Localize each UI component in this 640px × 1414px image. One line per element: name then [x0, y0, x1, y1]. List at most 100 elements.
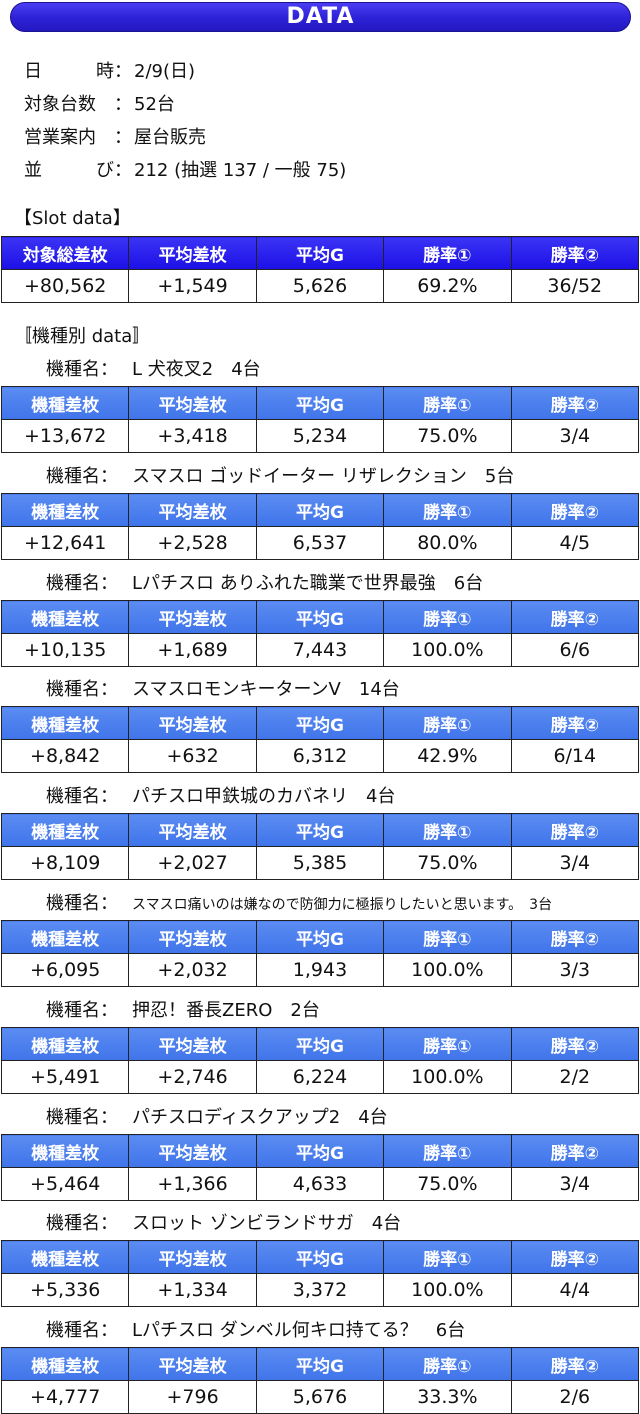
table-cell: +5,336 [0, 1273, 130, 1307]
table-cell: 75.0% [383, 419, 512, 453]
model-name-value: Lパチスロ ありふれた職業で世界最強 6台 [132, 573, 484, 594]
header-cell: 平均G [255, 1347, 385, 1381]
header-cell: 勝率② [510, 1240, 640, 1274]
model-data-table: 機種差枚 平均差枚 平均G 勝率① 勝率② +5,464 +1,366 4,633 75.0% 3… [0, 1134, 640, 1201]
table-cell: 5,385 [255, 846, 385, 880]
table-cell: 42.9% [383, 739, 512, 773]
table-cell: +5,464 [0, 1167, 130, 1201]
table-cell: +8,842 [0, 739, 130, 773]
model-name-label: 機種名： [46, 679, 118, 700]
table-header-row: 機種差枚 平均差枚 平均G 勝率① 勝率② [0, 1134, 640, 1168]
model-name-value: 押忍！番長ZERO 2台 [132, 1000, 320, 1021]
table-cell: 6/14 [510, 739, 640, 773]
slot-data-heading: 【Slot data】 [14, 208, 131, 229]
table-cell: +5,491 [0, 1060, 130, 1094]
table-cell: +2,032 [128, 953, 257, 987]
header-cell: 勝率① [383, 493, 512, 527]
header-cell: 機種差枚 [0, 706, 130, 740]
table-cell: +12,641 [0, 526, 130, 560]
table-cell: +1,334 [128, 1273, 257, 1307]
model-data-table: 機種差枚 平均差枚 平均G 勝率① 勝率② +8,842 +632 6,312 42.9% 6/1… [0, 706, 640, 773]
header-cell: 勝率② [510, 706, 640, 740]
model-name-value: スマスロ ゴッドイーター リザレクション 5台 [132, 466, 515, 487]
info-value: 屋台販売 [134, 127, 206, 148]
table-cell: +10,135 [0, 633, 130, 667]
header-cell: 平均差枚 [128, 813, 257, 847]
table-cell: +13,672 [0, 419, 130, 453]
header-cell: 平均G [255, 920, 385, 954]
header-cell: 機種差枚 [0, 1240, 130, 1274]
info-label: 日 [24, 61, 42, 82]
table-cell: +3,418 [128, 419, 257, 453]
model-name-value: スロット ゾンビランドサガ 4台 [132, 1213, 402, 1234]
slot-data-table: 対象総差枚 平均差枚 平均G 勝率① 勝率② +80,562 +1,549 5,… [0, 236, 640, 303]
table-row: +5,336 +1,334 3,372 100.0% 4/4 [0, 1273, 640, 1307]
header-cell: 勝率② [510, 1027, 640, 1061]
table-cell: +4,777 [0, 1380, 130, 1414]
model-name-label: 機種名： [46, 1000, 118, 1021]
table-row: +5,491 +2,746 6,224 100.0% 2/2 [0, 1060, 640, 1094]
model-name-label: 機種名： [46, 1213, 118, 1234]
table-cell: 3/4 [510, 419, 640, 453]
header-cell: 勝率① [383, 236, 512, 270]
table-cell: 2/6 [510, 1380, 640, 1414]
model-name-label: 機種名： [46, 893, 118, 914]
table-row: +6,095 +2,032 1,943 100.0% 3/3 [0, 953, 640, 987]
table-cell: 2/2 [510, 1060, 640, 1094]
header-cell: 勝率② [510, 813, 640, 847]
header-cell: 平均差枚 [128, 706, 257, 740]
header-cell: 勝率② [510, 1347, 640, 1381]
header-cell: 平均差枚 [128, 1240, 257, 1274]
table-row: +8,109 +2,027 5,385 75.0% 3/4 [0, 846, 640, 880]
model-data-table: 機種差枚 平均差枚 平均G 勝率① 勝率② +4,777 +796 5,676 33.3% 2/6 [0, 1347, 640, 1414]
model-name-value: スマスロ痛いのは嫌なので防御力に極振りしたいと思います。 3台 [132, 897, 553, 913]
info-label: び： [96, 160, 132, 181]
model-name-label: 機種名： [46, 1107, 118, 1128]
table-cell: 36/52 [510, 269, 640, 303]
header-cell: 平均G [255, 493, 385, 527]
table-header-row: 機種差枚 平均差枚 平均G 勝率① 勝率② [0, 600, 640, 634]
model-name: 機種名： スマスロモンキーターンV 14台 [46, 675, 400, 701]
header-cell: 平均差枚 [128, 600, 257, 634]
table-cell: 5,626 [255, 269, 385, 303]
header-cell: 平均G [255, 236, 385, 270]
model-name: 機種名： Lパチスロ ダンベル何キロ持てる？ 6台 [46, 1316, 465, 1342]
model-name: 機種名： Lパチスロ ありふれた職業で世界最強 6台 [46, 569, 483, 595]
table-cell: 33.3% [383, 1380, 512, 1414]
model-name: 機種名： パチスロ甲鉄城のカバネリ 4台 [46, 782, 395, 808]
table-cell: 6,537 [255, 526, 385, 560]
model-name: 機種名： スマスロ ゴッドイーター リザレクション 5台 [46, 462, 514, 488]
header-cell: 勝率② [510, 386, 640, 420]
model-name-label: 機種名： [46, 786, 118, 807]
table-cell: 3/4 [510, 846, 640, 880]
table-cell: 100.0% [383, 953, 512, 987]
header-cell: 平均G [255, 813, 385, 847]
model-name: 機種名： スロット ゾンビランドサガ 4台 [46, 1209, 401, 1235]
model-name-value: パチスロ甲鉄城のカバネリ 4台 [132, 786, 396, 807]
table-cell: +1,366 [128, 1167, 257, 1201]
table-cell: +80,562 [0, 269, 130, 303]
table-row: +8,842 +632 6,312 42.9% 6/14 [0, 739, 640, 773]
table-cell: 6,312 [255, 739, 385, 773]
header-cell: 平均G [255, 706, 385, 740]
model-name-value: パチスロディスクアップ2 4台 [132, 1107, 388, 1128]
model-data-table: 機種差枚 平均差枚 平均G 勝率① 勝率② +8,109 +2,027 5,385 75.0% 3… [0, 813, 640, 880]
info-label: 時： [96, 61, 132, 82]
header-cell: 平均G [255, 386, 385, 420]
header-cell: 機種差枚 [0, 920, 130, 954]
header-cell: 勝率① [383, 600, 512, 634]
model-name-value: Lパチスロ ダンベル何キロ持てる？ 6台 [132, 1320, 466, 1341]
table-cell: 75.0% [383, 1167, 512, 1201]
table-cell: 100.0% [383, 633, 512, 667]
model-name: 機種名： スマスロ痛いのは嫌なので防御力に極振りしたいと思います。 3台 [46, 889, 552, 915]
table-row: +12,641 +2,528 6,537 80.0% 4/5 [0, 526, 640, 560]
table-header-row: 対象総差枚 平均差枚 平均G 勝率① 勝率② [0, 236, 640, 270]
table-row: +4,777 +796 5,676 33.3% 2/6 [0, 1380, 640, 1414]
header-cell: 勝率① [383, 706, 512, 740]
table-row: +13,672 +3,418 5,234 75.0% 3/4 [0, 419, 640, 453]
model-name-label: 機種名： [46, 573, 118, 594]
model-data-table: 機種差枚 平均差枚 平均G 勝率① 勝率② +10,135 +1,689 7,443 100.0… [0, 600, 640, 667]
header-cell: 勝率① [383, 1027, 512, 1061]
table-cell: 100.0% [383, 1273, 512, 1307]
header-cell: 機種差枚 [0, 1134, 130, 1168]
